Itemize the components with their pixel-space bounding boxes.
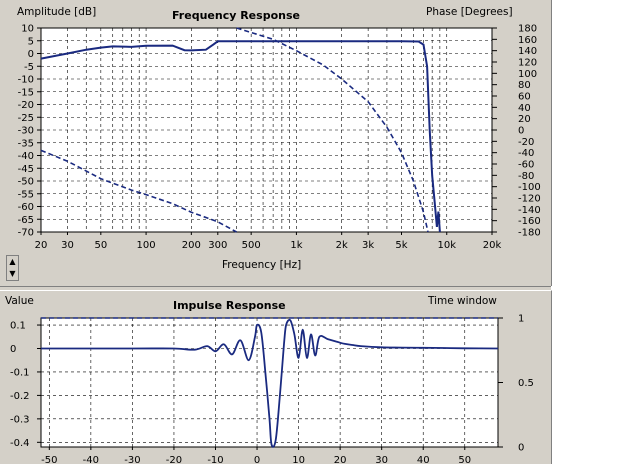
x-tick-label: 30 — [61, 240, 74, 251]
y-tick-label: -45 — [18, 164, 34, 175]
y2-tick-label: -140 — [518, 205, 541, 216]
frequency-response-panel: Amplitude [dB] Frequency Response Phase … — [0, 0, 552, 286]
y2-tick-label: 80 — [518, 80, 531, 91]
x-tick-label: 10k — [437, 240, 456, 251]
impulse-response-title: Impulse Response — [173, 299, 286, 312]
y2-tick-label: 40 — [518, 103, 531, 114]
y2-tick-label: 0.5 — [518, 378, 534, 389]
x-tick-label: 30 — [375, 455, 388, 464]
y2-tick-label: 160 — [518, 35, 537, 46]
y2-tick-label: 100 — [518, 69, 537, 80]
y2-tick-label: 120 — [518, 58, 537, 69]
y2-tick-label: -100 — [518, 182, 541, 193]
x-tick-label: 40 — [417, 455, 430, 464]
y-tick-label: -65 — [18, 215, 34, 226]
y2-tick-label: -80 — [518, 171, 534, 182]
phase-series-line-1 — [236, 27, 429, 233]
x-tick-label: -20 — [166, 455, 182, 464]
y2-tick-label: -180 — [518, 228, 541, 239]
y2-tick-label: -160 — [518, 216, 541, 227]
x-tick-label: 50 — [94, 240, 107, 251]
impulse-series-line — [40, 318, 499, 448]
y2-tick-label: 0 — [518, 443, 524, 454]
frequency-response-chart: 1050-5-10-15-20-25-30-35-40-45-50-55-60-… — [18, 24, 541, 252]
y-tick-label: 5 — [28, 36, 34, 47]
y-tick-label: -70 — [18, 228, 34, 239]
x-tick-label: 10 — [292, 455, 305, 464]
y2-tick-label: 20 — [518, 114, 531, 125]
y2-tick-label: -20 — [518, 137, 534, 148]
amplitude-axis-label: Amplitude [dB] — [17, 6, 97, 18]
x-tick-label: 3k — [362, 240, 374, 251]
y-tick-label: 10 — [21, 24, 34, 35]
x-tick-label: -30 — [124, 455, 140, 464]
y-tick-label: -25 — [18, 113, 34, 124]
y-tick-label: -20 — [18, 100, 34, 111]
y-tick-label: -55 — [18, 189, 34, 200]
y-tick-label: -35 — [18, 138, 34, 149]
y2-tick-label: -120 — [518, 194, 541, 205]
y-tick-label: -0.1 — [10, 367, 30, 378]
y-tick-label: 0.1 — [10, 321, 26, 332]
amplitude-series-line — [40, 40, 441, 233]
x-tick-label: 200 — [182, 240, 201, 251]
x-tick-label: 5k — [395, 240, 407, 251]
x-tick-label: -40 — [83, 455, 99, 464]
y-tick-label: -0.3 — [10, 414, 30, 425]
x-tick-label: -50 — [41, 455, 57, 464]
y-tick-label: -10 — [18, 75, 34, 86]
x-tick-label: 0 — [254, 455, 260, 464]
value-axis-label: Value — [5, 295, 34, 307]
y2-tick-label: -40 — [518, 148, 534, 159]
phase-series-line-2 — [40, 149, 237, 233]
empty-area — [552, 0, 640, 463]
x-tick-label: 20k — [483, 240, 502, 251]
y-tick-label: 0 — [28, 49, 34, 60]
x-tick-label: 50 — [458, 455, 471, 464]
panel-resize-arrows[interactable]: ▲ ▼ — [6, 255, 19, 281]
x-tick-label: 100 — [137, 240, 156, 251]
x-tick-label: 1k — [290, 240, 302, 251]
x-tick-label: -10 — [207, 455, 223, 464]
y2-tick-label: -60 — [518, 160, 534, 171]
panel-splitter[interactable] — [0, 286, 551, 290]
y-tick-label: -0.2 — [10, 391, 30, 402]
y-tick-label: -5 — [24, 62, 34, 73]
impulse-response-panel: Value Impulse Response Time window 0.1 0 -… — [0, 290, 552, 464]
x-tick-label: 500 — [242, 240, 261, 251]
y-tick-label: -60 — [18, 202, 34, 213]
x-tick-label: 20 — [35, 240, 48, 251]
y-tick-label: -0.4 — [10, 438, 30, 449]
frequency-response-title: Frequency Response — [172, 9, 300, 22]
y-tick-label: -15 — [18, 87, 34, 98]
frequency-axis-label: Frequency [Hz] — [222, 259, 302, 271]
x-tick-label: 20 — [334, 455, 347, 464]
arrow-down-icon[interactable]: ▼ — [9, 269, 16, 278]
y2-tick-label: 0 — [518, 126, 524, 137]
y2-tick-label: 60 — [518, 92, 531, 103]
phase-axis-label: Phase [Degrees] — [426, 6, 513, 18]
plot-area — [41, 28, 492, 232]
y-tick-label: -30 — [18, 126, 34, 137]
y-tick-label: -40 — [18, 151, 34, 162]
y2-tick-label: 180 — [518, 24, 537, 35]
x-tick-label: 300 — [208, 240, 227, 251]
arrow-up-icon[interactable]: ▲ — [9, 257, 16, 266]
time-window-axis-label: Time window — [428, 295, 497, 307]
x-tick-label: 2k — [336, 240, 348, 251]
y2-tick-label: 140 — [518, 46, 537, 57]
y-tick-label: 0 — [10, 344, 16, 355]
y2-tick-label: 1 — [518, 314, 524, 325]
y-tick-label: -50 — [18, 177, 34, 188]
impulse-response-chart: 0.1 0 -0.1 -0.2 -0.3 -0.4 1 0.5 0 -50 -40 -30 -20 -10… — [10, 314, 534, 464]
